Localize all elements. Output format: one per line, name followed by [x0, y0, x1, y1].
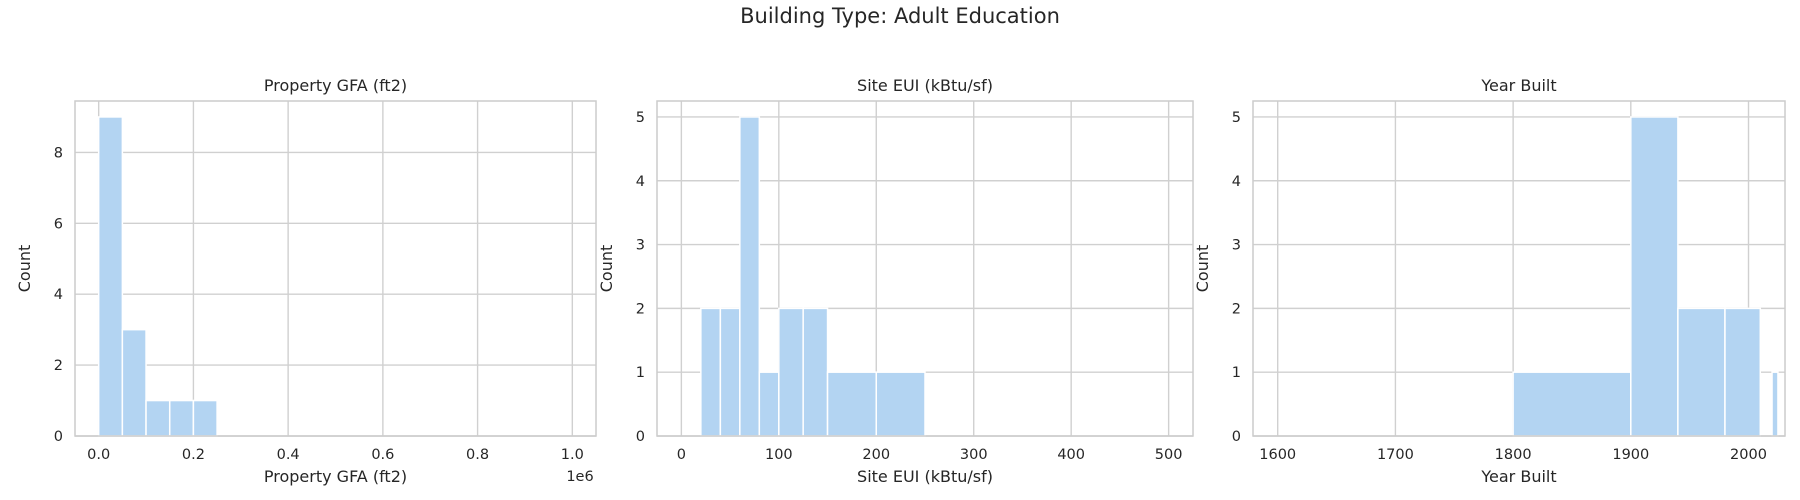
panel-2-x-tick-label: 200	[862, 447, 890, 463]
panel-1-x-tick-label: 0.4	[277, 447, 300, 463]
panel-3-x-axis-label: Year Built	[1480, 467, 1556, 486]
panel-1-x-tick-label: 0.2	[182, 447, 205, 463]
panel-2-y-tick-label: 3	[636, 238, 645, 254]
panel-1-x-tick-label: 0.8	[466, 447, 489, 463]
panel-3-y-tick-label: 2	[1232, 301, 1241, 317]
panel-1-histogram-bar	[192, 399, 218, 437]
panel-3-y-axis-label: Count	[1193, 245, 1212, 293]
panel-2-histogram-bar	[826, 371, 878, 437]
panel-1-y-tick-label: 2	[54, 358, 63, 374]
panel-1-histogram-bar	[97, 116, 124, 437]
panel-1-y-axis-label: Count	[15, 245, 34, 293]
panel-2-histogram-bar	[875, 371, 926, 437]
panel-1-x-tick-label: 0.0	[87, 447, 110, 463]
figure-suptitle: Building Type: Adult Education	[740, 4, 1060, 28]
panel-2-y-tick-label: 5	[636, 110, 645, 126]
panel-2-x-tick-label: 500	[1155, 447, 1183, 463]
panel-1-axes-frame	[74, 100, 597, 437]
panel-2-histogram-bar	[778, 307, 804, 437]
panel-1-y-tick-label: 8	[54, 145, 63, 161]
panel-3-histogram-bar	[1630, 116, 1679, 437]
panel-2-y-tick-label: 4	[636, 174, 645, 190]
panel-3-histogram-bar	[1512, 371, 1632, 437]
panel-1-histogram-bar	[145, 399, 171, 437]
panel-3-histogram-bar	[1677, 307, 1726, 437]
panel-1-histogram-bar	[168, 399, 195, 437]
panel-3-title: Year Built	[1480, 76, 1556, 95]
panel-2-y-tick-label: 2	[636, 301, 645, 317]
panel-3-x-tick-label: 1800	[1495, 447, 1532, 463]
panel-3-x-tick-label: 1700	[1377, 447, 1414, 463]
panel-2-histogram-bar	[758, 371, 780, 437]
panel-1-y-tick-label: 0	[54, 429, 63, 445]
panel-1-x-tick-label: 1.0	[561, 447, 584, 463]
panel-3-x-tick-label: 2000	[1730, 447, 1767, 463]
panel-1-histogram-bar	[121, 328, 147, 437]
panel-3-histogram-bar	[1724, 307, 1762, 437]
panel-2-title: Site EUI (kBtu/sf)	[857, 76, 993, 95]
panel-1-x-tick-label: 0.6	[371, 447, 394, 463]
panel-3-x-tick-label: 1600	[1259, 447, 1296, 463]
panel-2-axes-frame	[656, 100, 1194, 437]
panel-3-y-tick-label: 0	[1232, 429, 1241, 445]
panel-1-title: Property GFA (ft2)	[264, 76, 407, 95]
panel-1-y-tick-label: 6	[54, 216, 63, 232]
panel-3-histogram-bar	[1771, 371, 1779, 437]
panel-2-histogram-bar	[719, 307, 741, 437]
panel-2-x-tick-label: 0	[677, 447, 686, 463]
panel-3-axes-frame	[1252, 100, 1786, 437]
panel-1-x-axis-label: Property GFA (ft2)	[264, 467, 407, 486]
panel-2-y-tick-label: 1	[636, 365, 645, 381]
panel-2-x-axis-label: Site EUI (kBtu/sf)	[857, 467, 993, 486]
panel-2-y-axis-label: Count	[597, 245, 616, 293]
panel-3-y-tick-label: 1	[1232, 365, 1241, 381]
panel-2-histogram-bar	[739, 116, 761, 437]
panel-3-y-tick-label: 3	[1232, 238, 1241, 254]
panel-2-y-tick-label: 0	[636, 429, 645, 445]
panel-1-x-offset-label: 1e6	[566, 469, 593, 485]
panel-2-x-tick-label: 100	[765, 447, 793, 463]
panel-2-x-tick-label: 300	[960, 447, 988, 463]
panel-2-x-tick-label: 400	[1057, 447, 1085, 463]
panel-2-histogram-bar	[700, 307, 722, 437]
panel-1-y-tick-label: 4	[54, 287, 63, 303]
panel-2-histogram-bar	[802, 307, 829, 437]
panel-3-y-tick-label: 4	[1232, 174, 1241, 190]
panel-3-y-tick-label: 5	[1232, 110, 1241, 126]
panel-3-x-tick-label: 1900	[1612, 447, 1649, 463]
